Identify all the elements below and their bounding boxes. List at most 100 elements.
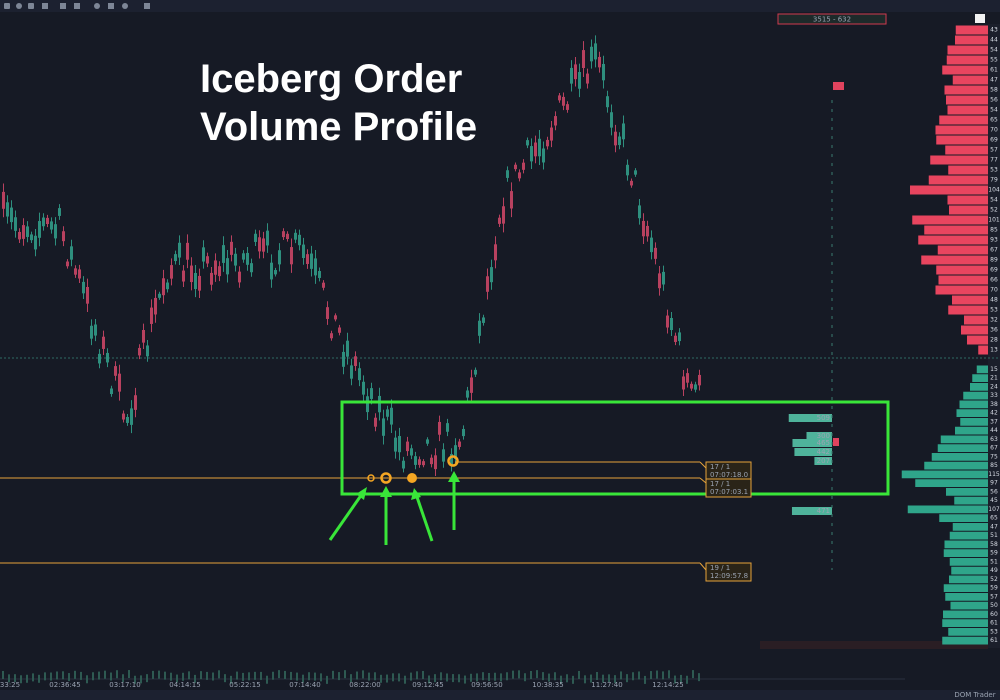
candle-body [402, 460, 405, 469]
candle-body [66, 261, 69, 267]
volume-bar [368, 672, 370, 681]
dom-bid-bar [949, 531, 988, 540]
dom-ask-label: 53 [990, 307, 998, 314]
candles [2, 35, 701, 477]
iceberg-dot [380, 472, 392, 484]
dom-ask-label: 28 [990, 337, 998, 344]
candle-body [146, 345, 149, 357]
candle-body [166, 282, 169, 290]
candle-body [286, 233, 289, 239]
candle-body [102, 336, 105, 349]
volume-bar [614, 675, 616, 684]
candle-body [558, 95, 561, 101]
time-label: 08:22:00 [349, 681, 380, 689]
dom-ask-label: 79 [990, 177, 998, 184]
candle-body [214, 260, 217, 275]
dom-ask-label: 89 [990, 257, 998, 264]
dom-ask-bar [978, 345, 988, 355]
dom-ask-label: 13 [990, 347, 998, 354]
candle-body [662, 271, 665, 285]
dom-bid-label: 65 [990, 515, 998, 522]
volume-bar [560, 675, 562, 684]
candle-body [642, 220, 645, 237]
dom-bid-label: 50 [990, 602, 998, 609]
candle-body [670, 317, 673, 331]
volume-bar [488, 672, 490, 681]
volume-bar [158, 670, 160, 679]
profile-label: 465 [817, 439, 830, 447]
dom-bid-bar [942, 619, 988, 627]
toolbar-icons[interactable] [4, 3, 150, 9]
dom-bid-bar [939, 514, 988, 522]
candle-body [14, 217, 17, 231]
candle-body [246, 252, 249, 265]
candle-body [170, 265, 173, 279]
candle-body [398, 436, 401, 453]
candle-body [538, 138, 541, 157]
candle-body [490, 267, 493, 283]
dom-ask-label: 70 [990, 287, 998, 294]
dom-bid-bar [959, 400, 988, 409]
candle-body [270, 262, 273, 280]
volume-bar [506, 672, 508, 681]
dom-bid-bar [960, 418, 988, 426]
candle-body [278, 250, 281, 265]
volume-bar [374, 672, 376, 681]
candle-body [338, 327, 341, 333]
candle-body [98, 353, 101, 364]
dom-ask-bar [936, 265, 988, 275]
volume-bar [698, 673, 700, 682]
dom-ask-bar [952, 75, 988, 85]
volume-bar [680, 674, 682, 683]
volume-bar [404, 675, 406, 684]
candle-body [550, 127, 553, 141]
volume-bar [56, 671, 58, 680]
candle-body [546, 139, 549, 147]
volume-bar [320, 673, 322, 682]
volume-bar [218, 670, 220, 679]
candle-body [242, 253, 245, 260]
candle-body [34, 235, 37, 250]
dom-ask-label: 70 [990, 127, 998, 134]
dom-ask-label: 54 [990, 107, 998, 114]
candle-body [378, 395, 381, 413]
dom-ask-bar [935, 285, 988, 295]
candle-body [554, 116, 557, 126]
dom-ask-bar [912, 215, 988, 225]
volume-bar [410, 672, 412, 681]
candle-body [322, 282, 325, 288]
candle-body [210, 272, 213, 285]
volume-bar [116, 670, 118, 679]
dom-bid-label: 97 [990, 480, 998, 487]
candle-body [674, 335, 677, 342]
candle-body [90, 325, 93, 339]
volume-bar [572, 675, 574, 684]
candle-body [414, 456, 417, 465]
dom-bid-label: 51 [990, 558, 998, 565]
volume-bar [548, 673, 550, 682]
dom-bid-label: 51 [990, 532, 998, 539]
panel-tab[interactable]: DOM Trader [954, 691, 995, 699]
candle-body [106, 352, 109, 363]
range-box [777, 13, 887, 25]
candle-body [114, 366, 117, 376]
candle-body [302, 244, 305, 259]
dom-ask-label: 65 [990, 117, 998, 124]
candle-body [690, 383, 693, 389]
candle-body [314, 258, 317, 276]
panel-button[interactable] [975, 14, 985, 23]
profile-label: 207 [817, 457, 830, 465]
candle-body [626, 164, 629, 176]
dom-ask-bar [947, 105, 988, 115]
volume-bar [200, 671, 202, 680]
dom-ask-label: 54 [990, 47, 998, 54]
dom-bid-label: 44 [990, 427, 998, 434]
candle-body [86, 286, 89, 304]
volume-bar [692, 670, 694, 679]
candle-body [26, 226, 29, 237]
profile-ask [833, 438, 839, 446]
candle-body [298, 234, 301, 246]
dom-ask-bar [935, 125, 988, 135]
dom-ask-bar [949, 205, 988, 215]
